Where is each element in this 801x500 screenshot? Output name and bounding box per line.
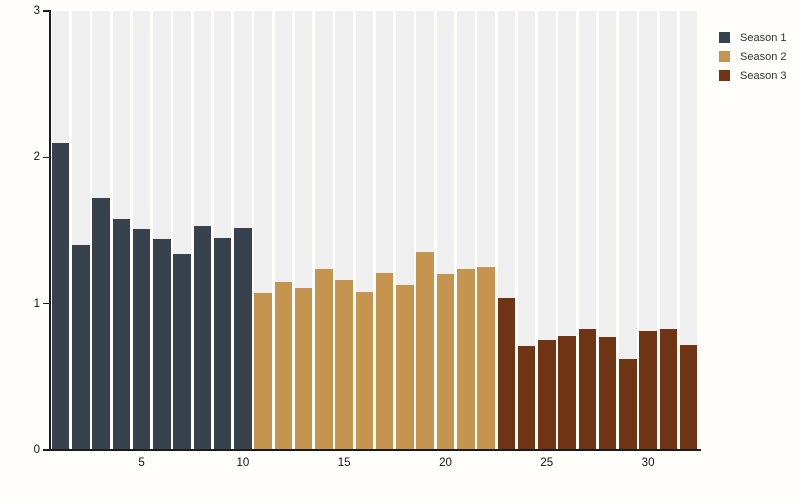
bar [92,198,110,450]
y-tick-label: 1 [33,297,40,310]
bar [679,344,698,450]
bar [112,218,131,450]
y-tick-mark [43,156,50,159]
legend-swatch-icon [719,51,730,62]
bar [355,291,374,450]
x-tick-label: 20 [439,457,452,469]
bar [335,280,353,450]
legend-label: Season 3 [740,69,787,82]
bar [598,337,617,450]
bar [497,297,516,450]
bar [558,335,576,450]
legend-row: Season 2 [719,47,786,66]
x-axis-line [49,449,702,452]
bar [457,268,475,450]
bar [254,293,272,450]
bar [315,268,333,450]
bar [619,359,637,450]
bar [234,227,252,450]
y-tick-mark [43,449,50,451]
bar [578,328,597,450]
plot-band [517,11,536,450]
y-tick-label: 3 [33,5,40,18]
bar [294,287,313,450]
bar [51,142,70,450]
bar [436,274,455,450]
bar [153,239,171,450]
plot-band [619,11,637,450]
bar [375,272,394,450]
legend-row: Season 1 [719,28,786,47]
bar [639,331,657,450]
legend-label: Season 1 [740,31,787,44]
x-tick-label: 30 [641,457,655,469]
x-tick-label: 10 [236,457,250,469]
bar [274,281,293,450]
x-tick-label: 5 [138,457,145,469]
x-tick-label: 25 [540,457,554,469]
y-tick-label: 2 [33,151,40,164]
y-tick-mark [43,302,50,305]
legend-swatch-icon [719,70,730,81]
x-tick-label: 15 [337,457,351,469]
legend: Season 1 Season 2 Season 3 [719,28,786,85]
bar [193,226,212,450]
bar [416,252,434,450]
y-tick-label: 0 [33,444,40,456]
bar [132,229,151,450]
y-axis-line [49,10,51,451]
bar [659,328,678,450]
bar [173,253,191,450]
plot-band [538,11,556,450]
bar [538,340,556,450]
plot-band [679,11,698,450]
legend-row: Season 3 [719,66,786,85]
y-tick-mark [43,10,50,12]
legend-swatch-icon [719,32,730,43]
bar [396,284,414,450]
bar [72,245,90,450]
bar [517,346,536,450]
bar [213,237,232,450]
bar [477,267,495,450]
legend-label: Season 2 [740,50,787,63]
